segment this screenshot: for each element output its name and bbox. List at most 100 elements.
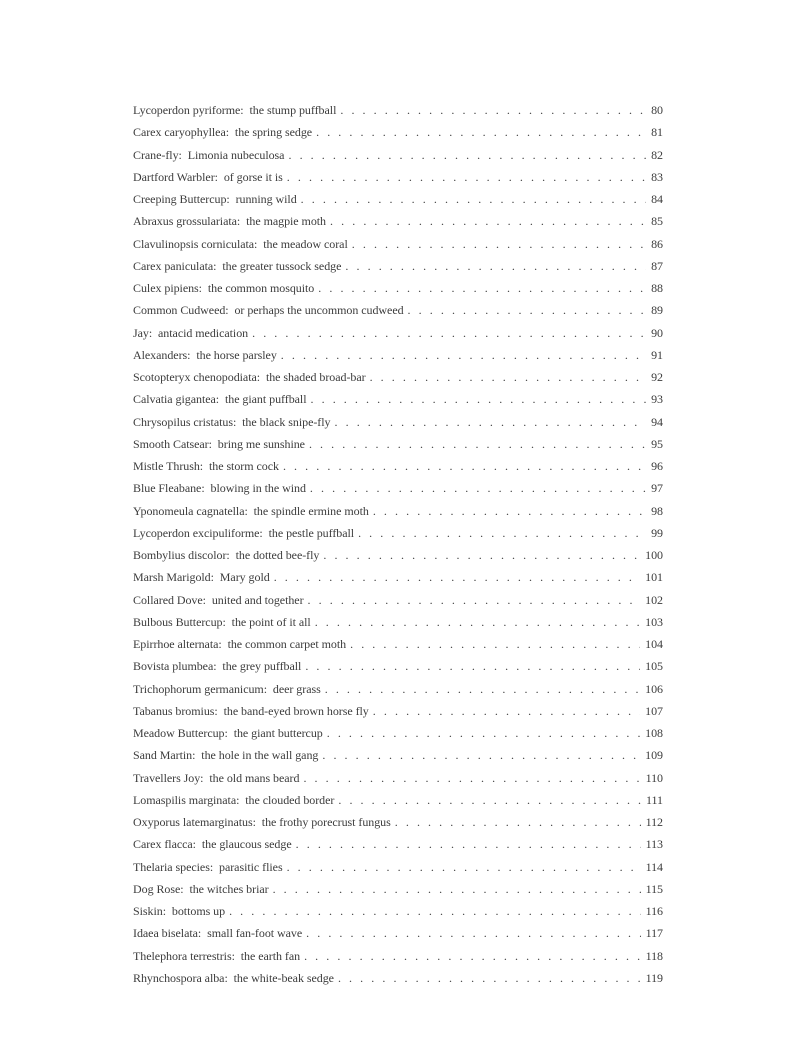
toc-entry: Thelaria species: parasitic flies . . . … [133,856,663,878]
toc-entry-page: 82 [651,147,663,162]
toc-entry-label: Clavulinopsis corniculata: the meadow co… [133,236,348,251]
toc-entry: Common Cudweed: or perhaps the uncommon … [133,299,663,321]
toc-entry-page: 91 [651,347,663,362]
dot-leader: . . . . . . . . . . . . . . . . . . . . … [286,169,646,184]
toc-entry: Mistle Thrush: the storm cock . . . . . … [133,455,663,477]
toc-entry-label: Idaea biselata: small fan-foot wave [133,926,303,941]
toc-entry-page: 119 [645,970,663,985]
toc-entry: Lycoperdon pyriforme: the stump puffball… [133,99,663,121]
toc-entry-page: 110 [645,770,663,785]
toc-entry-label: Jay: antacid medication [133,325,249,340]
dot-leader: . . . . . . . . . . . . . . . . . . . . … [309,481,646,496]
toc-entry: Dartford Warbler: of gorse it is . . . .… [133,166,663,188]
toc-entry-label: Dog Rose: the witches briar [133,881,269,896]
toc-entry-label: Meadow Buttercup: the giant buttercup [133,726,323,740]
toc-entry-label: Creeping Buttercup: running wild [133,192,297,206]
toc-entry-page: 92 [651,370,663,384]
toc-entry: Oxyporus latemarginatus: the frothy pore… [133,811,663,833]
toc-entry: Lomaspilis marginata: the clouded border… [133,789,663,811]
dot-leader: . . . . . . . . . . . . . . . . . . . . … [322,748,640,763]
toc-entry: Yponomeula cagnatella: the spindle ermin… [133,500,663,522]
toc-entry-page: 84 [651,192,663,206]
dot-leader: . . . . . . . . . . . . . . . . . . . . … [407,303,647,318]
toc-entry: Blue Fleabane: blowing in the wind . . .… [133,477,663,499]
toc-entry-label: Bulbous Buttercup: the point of it all [133,614,311,629]
toc-entry-page: 94 [651,414,663,429]
toc-entry: Crane-fly: Limonia nubeculosa . . . . . … [133,144,663,166]
toc-entry-page: 103 [645,614,663,629]
dot-leader: . . . . . . . . . . . . . . . . . . . . … [369,370,647,384]
toc-entry: Trichophorum germanicum: deer grass . . … [133,678,663,700]
toc-entry-page: 85 [651,214,663,229]
toc-entry-label: Mistle Thrush: the storm cock [133,459,279,473]
dot-leader: . . . . . . . . . . . . . . . . . . . . … [252,325,646,340]
dot-leader: . . . . . . . . . . . . . . . . . . . . … [334,414,647,429]
toc-entry-label: Calvatia gigantea: the giant puffball [133,392,307,407]
dot-leader: . . . . . . . . . . . . . . . . . . . . … [340,103,646,117]
toc-entry-page: 118 [645,948,663,963]
dot-leader: . . . . . . . . . . . . . . . . . . . . … [307,592,641,607]
toc-entry-label: Common Cudweed: or perhaps the uncommon … [133,303,404,318]
toc-entry-page: 109 [645,748,663,763]
dot-leader: . . . . . . . . . . . . . . . . . . . . … [350,637,640,651]
toc-entry: Culex pipiens: the common mosquito . . .… [133,277,663,299]
dot-leader: . . . . . . . . . . . . . . . . . . . . … [288,147,646,162]
toc-entry-page: 97 [651,481,663,496]
toc-entry: Sand Martin: the hole in the wall gang .… [133,744,663,766]
toc-entry: Siskin: bottoms up . . . . . . . . . . .… [133,900,663,922]
dot-leader: . . . . . . . . . . . . . . . . . . . . … [300,192,646,206]
toc-entry-label: Bovista plumbea: the grey puffball [133,659,302,674]
toc-entry-label: Trichophorum germanicum: deer grass [133,681,321,696]
dot-leader: . . . . . . . . . . . . . . . . . . . . … [304,948,641,963]
toc-entry-label: Epirrhoe alternata: the common carpet mo… [133,637,347,651]
toc-entry: Carex caryophyllea: the spring sedge . .… [133,121,663,143]
toc-entry: Calvatia gigantea: the giant puffball . … [133,388,663,410]
dot-leader: . . . . . . . . . . . . . . . . . . . . … [303,770,640,785]
dot-leader: . . . . . . . . . . . . . . . . . . . . … [306,926,640,941]
toc-entry-page: 88 [651,281,663,295]
toc-entry: Scotopteryx chenopodiata: the shaded bro… [133,366,663,388]
toc-entry: Creeping Buttercup: running wild . . . .… [133,188,663,210]
toc-entry: Jay: antacid medication . . . . . . . . … [133,322,663,344]
toc-entry-label: Sand Martin: the hole in the wall gang [133,748,319,763]
toc-entry-page: 113 [645,837,663,852]
toc-entry: Rhynchospora alba: the white-beak sedge … [133,967,663,989]
toc-entry-label: Oxyporus latemarginatus: the frothy pore… [133,815,391,829]
toc-entry-label: Yponomeula cagnatella: the spindle ermin… [133,503,369,518]
toc-entry-page: 90 [651,325,663,340]
dot-leader: . . . . . . . . . . . . . . . . . . . . … [282,459,646,473]
toc-entry-page: 98 [651,503,663,518]
toc-entry-page: 100 [645,548,663,562]
toc-entry: Thelephora terrestris: the earth fan . .… [133,945,663,967]
dot-leader: . . . . . . . . . . . . . . . . . . . . … [308,436,646,451]
toc-entry: Idaea biselata: small fan-foot wave . . … [133,922,663,944]
toc-entry-page: 116 [645,904,663,918]
dot-leader: . . . . . . . . . . . . . . . . . . . . … [229,904,641,918]
toc-entry-label: Abraxus grossulariata: the magpie moth [133,214,327,229]
toc-entry-page: 114 [645,859,663,874]
dot-leader: . . . . . . . . . . . . . . . . . . . . … [337,970,641,985]
toc-entry-label: Thelaria species: parasitic flies [133,859,283,874]
toc-entry-label: Lomaspilis marginata: the clouded border [133,792,335,807]
toc-entry: Meadow Buttercup: the giant buttercup . … [133,722,663,744]
toc-entry-page: 81 [651,125,663,140]
dot-leader: . . . . . . . . . . . . . . . . . . . . … [280,347,646,362]
toc-entry-label: Alexanders: the horse parsley [133,347,277,362]
toc-entry-label: Lycoperdon excipuliforme: the pestle puf… [133,525,355,540]
dot-leader: . . . . . . . . . . . . . . . . . . . . … [318,281,646,295]
dot-leader: . . . . . . . . . . . . . . . . . . . . … [394,815,641,829]
toc-entry-page: 95 [651,436,663,451]
dot-leader: . . . . . . . . . . . . . . . . . . . . … [323,548,640,562]
toc-entry-label: Scotopteryx chenopodiata: the shaded bro… [133,370,366,384]
toc-entry-page: 89 [651,303,663,318]
toc-entry-page: 111 [646,792,663,807]
toc-list: Lycoperdon pyriforme: the stump puffball… [133,99,663,989]
dot-leader: . . . . . . . . . . . . . . . . . . . . … [324,681,640,696]
toc-entry-label: Bombylius discolor: the dotted bee-fly [133,548,320,562]
toc-entry-page: 101 [645,570,663,585]
dot-leader: . . . . . . . . . . . . . . . . . . . . … [316,125,646,140]
toc-entry-label: Siskin: bottoms up [133,904,226,918]
dot-leader: . . . . . . . . . . . . . . . . . . . . … [358,525,646,540]
toc-entry: Abraxus grossulariata: the magpie moth .… [133,210,663,232]
